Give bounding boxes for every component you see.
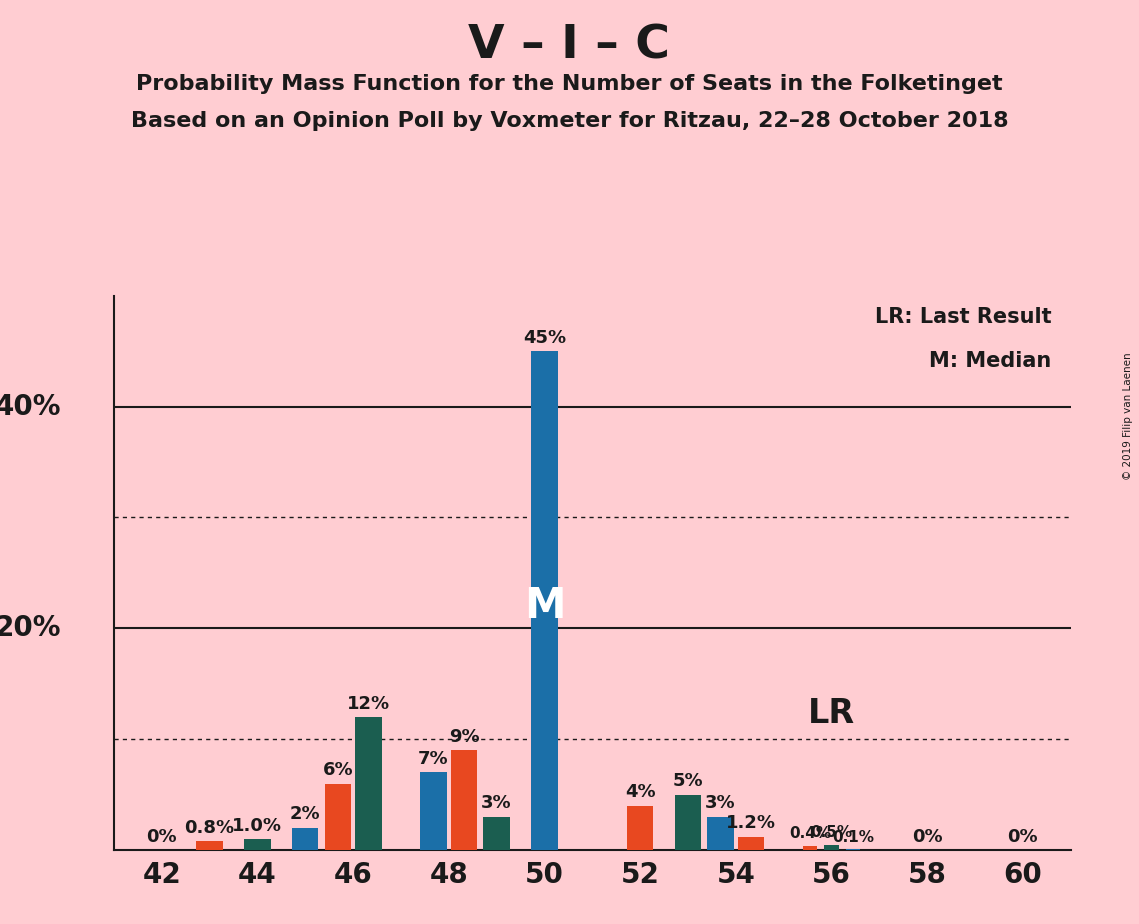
- Text: 2%: 2%: [290, 806, 320, 823]
- Bar: [674, 795, 702, 850]
- Text: 0.1%: 0.1%: [831, 830, 874, 845]
- Bar: [292, 828, 319, 850]
- Text: LR: LR: [808, 698, 854, 730]
- Text: 1.2%: 1.2%: [726, 814, 776, 833]
- Text: M: Median: M: Median: [929, 351, 1051, 371]
- Bar: [451, 750, 477, 850]
- Text: 0%: 0%: [1008, 828, 1038, 845]
- Text: 4%: 4%: [625, 784, 655, 801]
- Text: 5%: 5%: [673, 772, 703, 790]
- Bar: [325, 784, 351, 850]
- Text: V – I – C: V – I – C: [468, 23, 671, 68]
- Text: 7%: 7%: [418, 750, 449, 768]
- Bar: [825, 845, 838, 850]
- Text: 12%: 12%: [347, 695, 390, 712]
- Text: LR: Last Result: LR: Last Result: [875, 307, 1051, 327]
- Text: 0.4%: 0.4%: [789, 826, 831, 841]
- Text: 9%: 9%: [449, 728, 480, 746]
- Bar: [707, 817, 734, 850]
- Text: 0%: 0%: [912, 828, 942, 845]
- Text: 45%: 45%: [523, 329, 566, 346]
- Text: 20%: 20%: [0, 614, 62, 642]
- Text: Probability Mass Function for the Number of Seats in the Folketinget: Probability Mass Function for the Number…: [137, 74, 1002, 94]
- Bar: [483, 817, 510, 850]
- Text: 3%: 3%: [705, 795, 736, 812]
- Text: Based on an Opinion Poll by Voxmeter for Ritzau, 22–28 October 2018: Based on an Opinion Poll by Voxmeter for…: [131, 111, 1008, 131]
- Bar: [355, 717, 382, 850]
- Text: 1.0%: 1.0%: [232, 817, 282, 834]
- Text: © 2019 Filip van Laenen: © 2019 Filip van Laenen: [1123, 352, 1133, 480]
- Bar: [803, 845, 817, 850]
- Bar: [738, 837, 764, 850]
- Text: 40%: 40%: [0, 393, 62, 420]
- Text: 0.5%: 0.5%: [811, 825, 852, 840]
- Bar: [420, 772, 446, 850]
- Bar: [531, 351, 558, 850]
- Bar: [196, 841, 223, 850]
- Text: 6%: 6%: [322, 761, 353, 779]
- Bar: [846, 849, 860, 850]
- Bar: [626, 806, 654, 850]
- Text: 0.8%: 0.8%: [185, 819, 235, 837]
- Text: 0%: 0%: [147, 828, 177, 845]
- Text: 3%: 3%: [482, 795, 511, 812]
- Bar: [244, 839, 271, 850]
- Text: M: M: [524, 585, 565, 627]
